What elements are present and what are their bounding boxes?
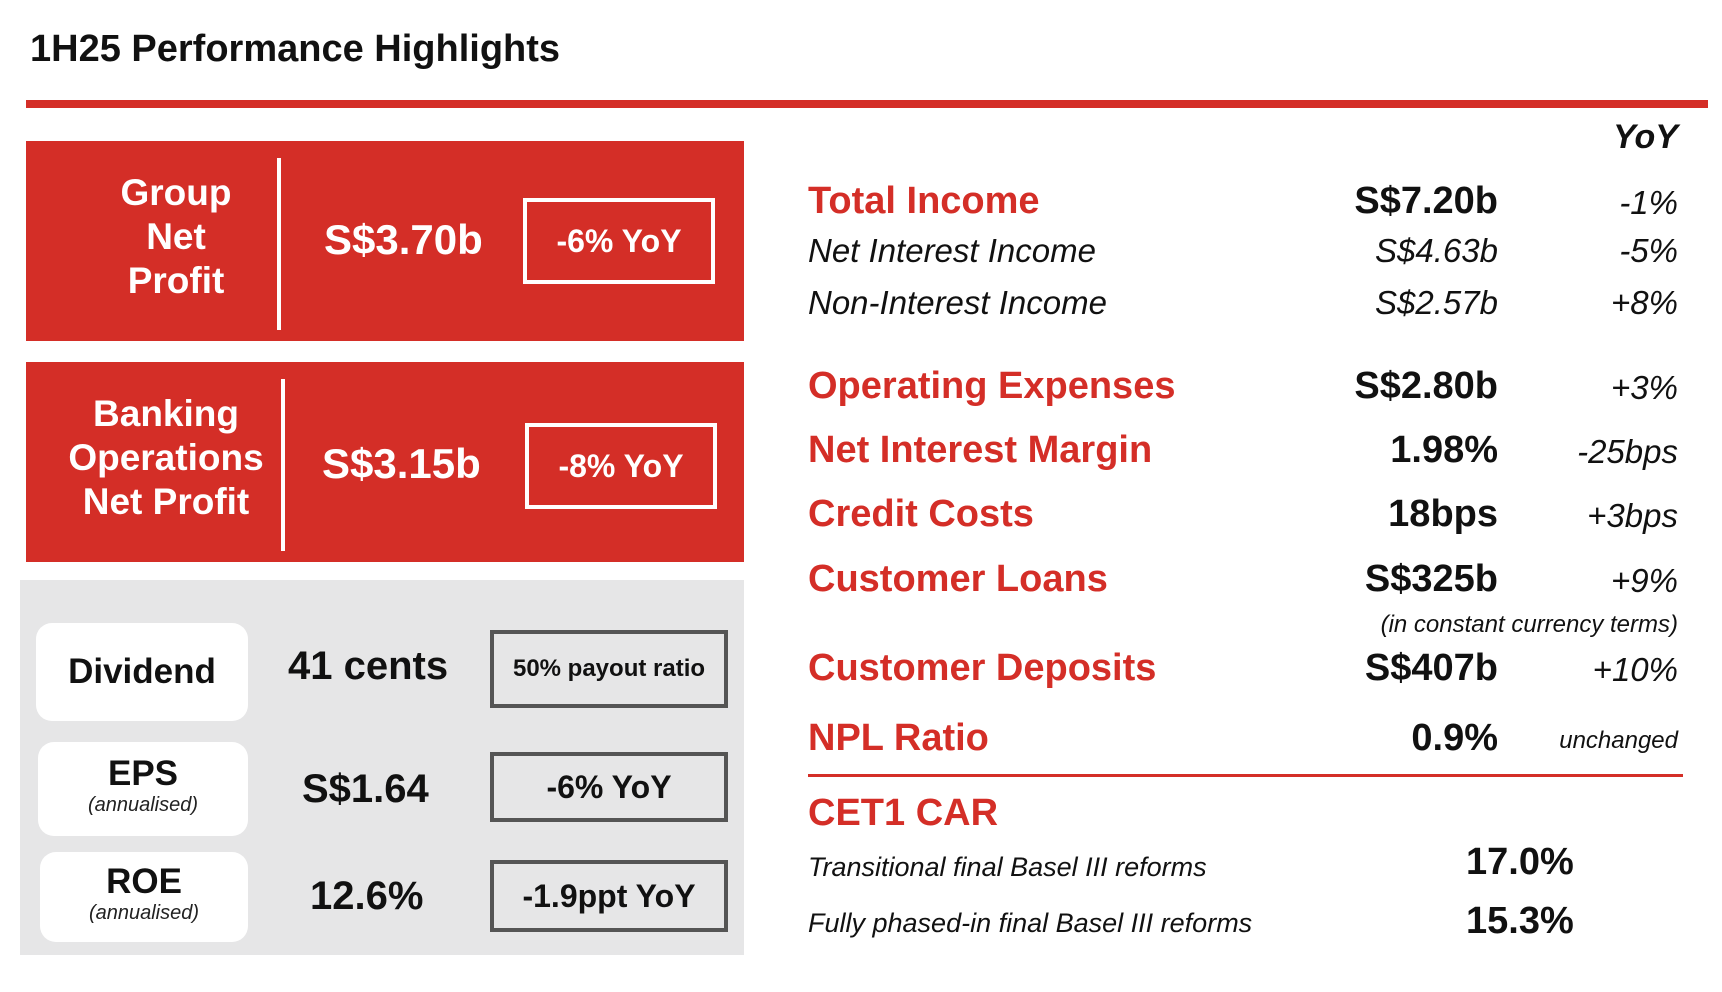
cet1-fully-phased-value: 15.3%: [1466, 900, 1574, 942]
dividend-label: Dividend: [68, 652, 216, 691]
roe-value: 12.6%: [310, 874, 424, 918]
eps-change-chip: -6% YoY: [490, 752, 728, 822]
nim-label: Net Interest Margin: [808, 429, 1153, 471]
customer-loans-label: Customer Loans: [808, 558, 1108, 600]
dividend-card: Dividend: [36, 623, 248, 721]
non-ii-value: S$2.57b: [1375, 284, 1498, 321]
eps-card: EPS (annualised): [38, 742, 248, 836]
dividend-payout-chip: 50% payout ratio: [490, 630, 728, 708]
eps-label: EPS: [107, 754, 179, 793]
cet1-car-label: CET1 CAR: [808, 792, 999, 834]
nii-value: S$4.63b: [1375, 232, 1498, 269]
roe-sublabel: (annualised): [88, 902, 200, 924]
nii-yoy: -5%: [1619, 232, 1678, 269]
credit-costs-value: 18bps: [1388, 493, 1498, 535]
total-income-label: Total Income: [808, 180, 1040, 222]
label-line: Group: [120, 172, 232, 213]
nii-label: Net Interest Income: [808, 232, 1096, 269]
eps-value: S$1.64: [302, 767, 429, 811]
total-income-yoy: -1%: [1619, 184, 1678, 221]
group-net-profit-change: -6% YoY: [523, 198, 715, 284]
opex-label: Operating Expenses: [808, 365, 1176, 407]
total-income-value: S$7.20b: [1354, 180, 1498, 222]
customer-deposits-label: Customer Deposits: [808, 647, 1157, 689]
divider-line: [277, 158, 281, 330]
banking-ops-label: Banking Operations Net Profit: [46, 392, 286, 524]
cet1-transitional-value: 17.0%: [1466, 841, 1574, 883]
credit-costs-label: Credit Costs: [808, 493, 1034, 535]
yoy-header: YoY: [1613, 118, 1678, 156]
dividend-value: 41 cents: [288, 644, 449, 688]
npl-ratio-yoy: unchanged: [1559, 727, 1678, 754]
group-net-profit-box: Group Net Profit S$3.70b -6% YoY: [26, 141, 744, 341]
label-line: Net Profit: [82, 481, 250, 522]
customer-deposits-yoy: +10%: [1592, 651, 1678, 688]
divider-line: [281, 379, 285, 551]
nim-yoy: -25bps: [1577, 433, 1678, 470]
non-ii-label: Non-Interest Income: [808, 284, 1107, 321]
opex-yoy: +3%: [1611, 369, 1678, 406]
customer-loans-value: S$325b: [1364, 558, 1498, 600]
page-title: 1H25 Performance Highlights: [30, 28, 561, 70]
title-underline: [26, 100, 1708, 108]
npl-ratio-value: 0.9%: [1411, 717, 1498, 759]
label-line: Operations: [68, 437, 264, 478]
label-line: Net: [146, 216, 206, 257]
roe-label: ROE: [106, 862, 182, 901]
banking-ops-change: -8% YoY: [525, 423, 717, 509]
ratios-panel: Dividend 41 cents 50% payout ratio EPS (…: [20, 580, 744, 955]
roe-card: ROE (annualised): [40, 852, 248, 942]
label-line: Banking: [93, 393, 239, 434]
group-net-profit-label: Group Net Profit: [66, 171, 286, 303]
credit-costs-yoy: +3bps: [1587, 497, 1678, 534]
group-net-profit-value: S$3.70b: [324, 216, 483, 263]
banking-ops-box: Banking Operations Net Profit S$3.15b -8…: [26, 362, 744, 562]
non-ii-yoy: +8%: [1611, 284, 1678, 321]
cet1-fully-phased-label: Fully phased-in final Basel III reforms: [808, 908, 1253, 938]
roe-change-chip: -1.9ppt YoY: [490, 860, 728, 932]
customer-deposits-value: S$407b: [1364, 647, 1498, 689]
customer-loans-note: (in constant currency terms): [1380, 611, 1678, 638]
banking-ops-value: S$3.15b: [322, 440, 481, 487]
nim-value: 1.98%: [1390, 429, 1498, 471]
section-divider: [808, 774, 1683, 777]
opex-value: S$2.80b: [1354, 365, 1498, 407]
label-line: Profit: [127, 260, 225, 301]
npl-ratio-label: NPL Ratio: [808, 717, 989, 759]
eps-sublabel: (annualised): [87, 794, 199, 816]
cet1-transitional-label: Transitional final Basel III reforms: [808, 852, 1207, 882]
customer-loans-yoy: +9%: [1611, 562, 1678, 599]
